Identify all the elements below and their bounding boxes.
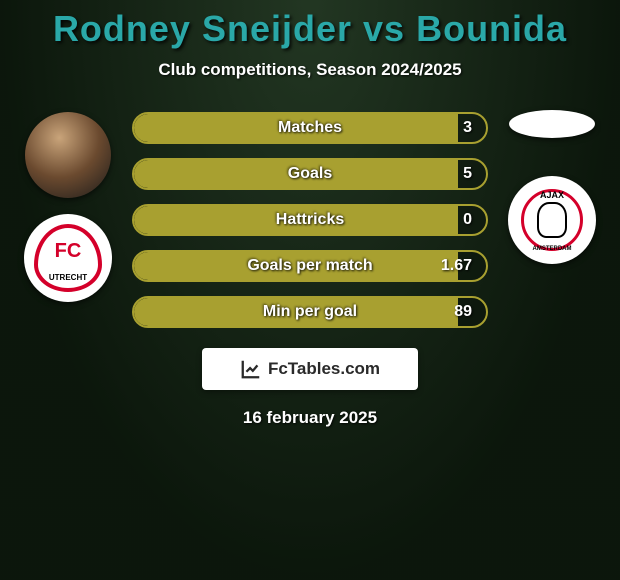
source-badge: FcTables.com — [202, 348, 418, 390]
stat-row-hattricks: Hattricks 0 — [132, 204, 488, 236]
player2-avatar — [509, 110, 595, 138]
club-top-text: AJAX — [540, 190, 564, 200]
stat-value: 3 — [463, 119, 472, 137]
subtitle: Club competitions, Season 2024/2025 — [0, 60, 620, 80]
player1-name: Rodney Sneijder — [53, 8, 352, 49]
chart-icon — [240, 358, 262, 380]
club-bottom-text: AMSTERDAM — [533, 246, 572, 252]
source-text: FcTables.com — [268, 359, 380, 379]
stat-value: 1.67 — [441, 257, 472, 275]
stats-column: Matches 3 Goals 5 Hattricks 0 Goals per … — [128, 112, 492, 328]
stat-value: 0 — [463, 211, 472, 229]
vs-text: vs — [363, 8, 405, 49]
left-side: UTRECHT — [8, 112, 128, 302]
stat-row-goals: Goals 5 — [132, 158, 488, 190]
stat-label: Goals — [288, 165, 332, 183]
stat-row-min-per-goal: Min per goal 89 — [132, 296, 488, 328]
stat-label: Hattricks — [276, 211, 344, 229]
page-title: Rodney Sneijder vs Bounida — [0, 0, 620, 50]
stat-row-matches: Matches 3 — [132, 112, 488, 144]
ajax-face-icon — [537, 202, 567, 238]
main-area: UTRECHT Matches 3 Goals 5 Hattricks 0 Go… — [0, 112, 620, 328]
club-caption: UTRECHT — [49, 273, 87, 282]
stat-value: 89 — [454, 303, 472, 321]
player2-name: Bounida — [416, 8, 567, 49]
comparison-card: Rodney Sneijder vs Bounida Club competit… — [0, 0, 620, 428]
stat-row-goals-per-match: Goals per match 1.67 — [132, 250, 488, 282]
right-side: AJAX AMSTERDAM — [492, 106, 612, 264]
stat-label: Min per goal — [263, 303, 357, 321]
stat-label: Matches — [278, 119, 342, 137]
date-text: 16 february 2025 — [0, 408, 620, 428]
player1-avatar — [25, 112, 111, 198]
stat-label: Goals per match — [247, 257, 372, 275]
player1-club-badge: UTRECHT — [24, 214, 112, 302]
player2-club-badge: AJAX AMSTERDAM — [508, 176, 596, 264]
stat-value: 5 — [463, 165, 472, 183]
